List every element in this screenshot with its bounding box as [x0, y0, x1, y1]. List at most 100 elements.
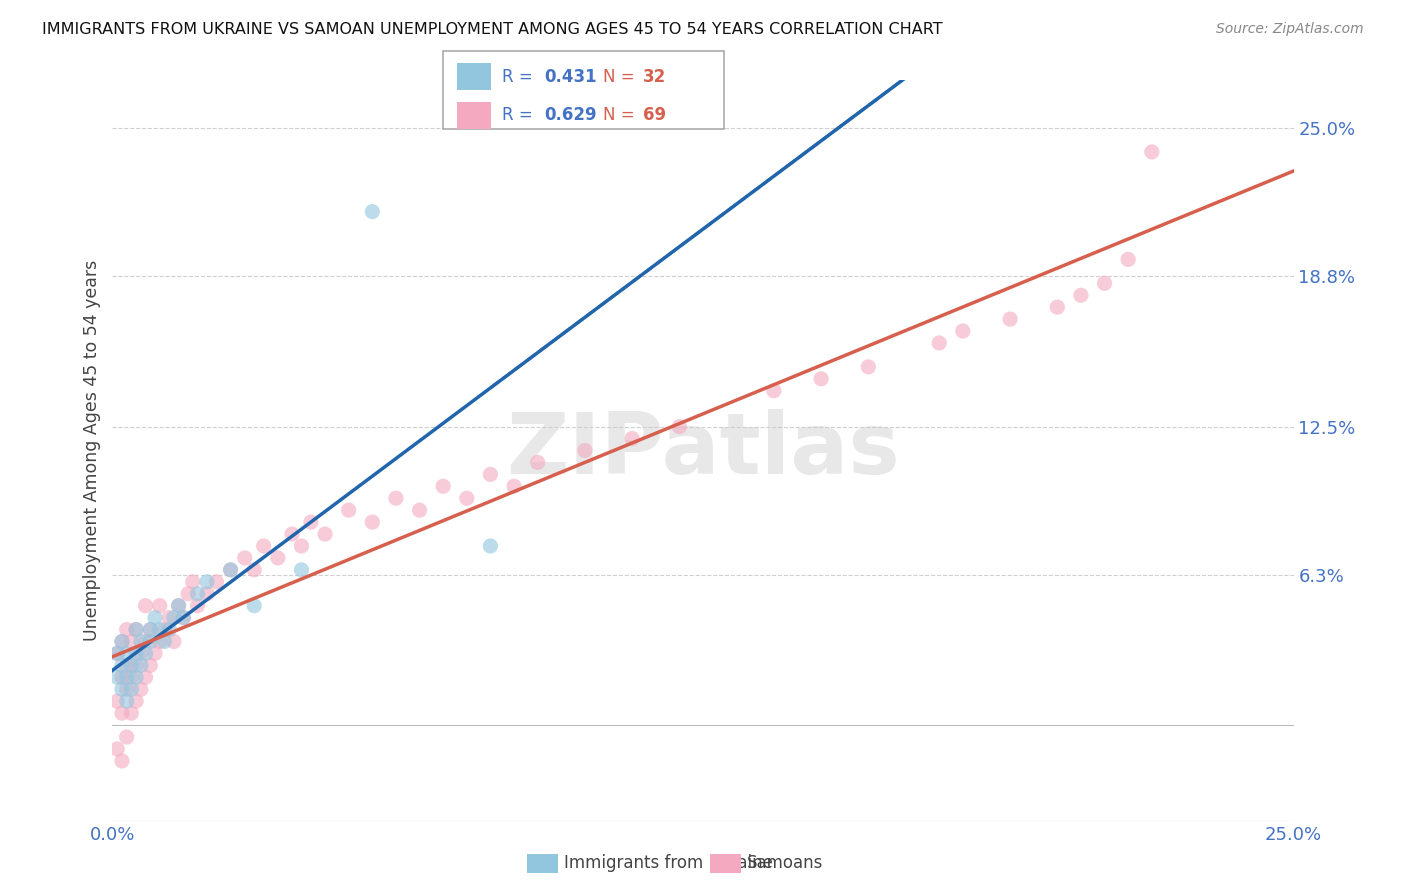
Point	[105, 694, 128, 708]
Point	[1094, 277, 1116, 291]
Point	[456, 491, 478, 506]
Point	[120, 658, 142, 673]
Text: 69: 69	[643, 106, 665, 124]
Point	[125, 623, 148, 637]
Point	[135, 670, 157, 684]
Point	[408, 503, 430, 517]
Point	[139, 623, 162, 637]
Point	[668, 419, 690, 434]
Point	[219, 563, 242, 577]
Point	[1140, 145, 1163, 159]
Point	[290, 563, 312, 577]
Point	[139, 658, 162, 673]
Point	[125, 694, 148, 708]
Point	[205, 574, 228, 589]
Text: 32: 32	[643, 68, 666, 86]
Point	[105, 670, 128, 684]
Point	[1116, 252, 1139, 267]
Point	[243, 563, 266, 577]
Point	[111, 682, 134, 697]
Point	[157, 610, 180, 624]
Text: 0.629: 0.629	[544, 106, 596, 124]
Point	[149, 634, 172, 648]
Point	[361, 515, 384, 529]
Point	[111, 634, 134, 648]
Point	[139, 634, 162, 648]
Point	[111, 658, 134, 673]
Point	[290, 539, 312, 553]
Point	[385, 491, 408, 506]
Point	[186, 599, 208, 613]
Point	[157, 623, 180, 637]
Point	[163, 610, 186, 624]
Point	[125, 670, 148, 684]
Point	[361, 204, 384, 219]
Point	[219, 563, 242, 577]
Point	[129, 658, 152, 673]
Point	[115, 670, 138, 684]
Point	[172, 610, 194, 624]
Point	[952, 324, 974, 338]
Point	[120, 634, 142, 648]
Point	[267, 550, 290, 565]
Point	[177, 587, 200, 601]
Point	[233, 550, 256, 565]
Point	[111, 706, 134, 721]
Point	[762, 384, 785, 398]
Point	[195, 574, 218, 589]
Point	[153, 623, 176, 637]
Point	[281, 527, 304, 541]
Point	[120, 682, 142, 697]
Point	[115, 730, 138, 744]
Point	[503, 479, 526, 493]
Point	[129, 682, 152, 697]
Point	[253, 539, 276, 553]
Point	[810, 372, 832, 386]
Point	[479, 539, 502, 553]
Text: IMMIGRANTS FROM UKRAINE VS SAMOAN UNEMPLOYMENT AMONG AGES 45 TO 54 YEARS CORRELA: IMMIGRANTS FROM UKRAINE VS SAMOAN UNEMPL…	[42, 22, 943, 37]
Point	[111, 634, 134, 648]
Point	[143, 610, 166, 624]
Point	[125, 647, 148, 661]
Text: 0.431: 0.431	[544, 68, 596, 86]
Point	[163, 634, 186, 648]
Point	[120, 706, 142, 721]
Point	[299, 515, 322, 529]
Text: N =: N =	[603, 68, 640, 86]
Point	[120, 670, 142, 684]
Point	[1070, 288, 1092, 302]
Point	[115, 647, 138, 661]
Point	[621, 432, 644, 446]
Point	[125, 623, 148, 637]
Text: Samoans: Samoans	[747, 855, 823, 872]
Point	[129, 634, 152, 648]
Point	[105, 647, 128, 661]
Point	[115, 694, 138, 708]
Text: Immigrants from Ukraine: Immigrants from Ukraine	[564, 855, 773, 872]
Point	[186, 587, 208, 601]
Point	[111, 670, 134, 684]
Point	[167, 599, 190, 613]
Point	[181, 574, 204, 589]
Point	[111, 754, 134, 768]
Text: ZIPatlas: ZIPatlas	[506, 409, 900, 492]
Point	[172, 610, 194, 624]
Point	[479, 467, 502, 482]
Point	[139, 623, 162, 637]
Point	[432, 479, 454, 493]
Point	[526, 455, 548, 469]
Text: R =: R =	[502, 106, 538, 124]
Point	[129, 647, 152, 661]
Y-axis label: Unemployment Among Ages 45 to 54 years: Unemployment Among Ages 45 to 54 years	[83, 260, 101, 641]
Point	[314, 527, 336, 541]
Point	[115, 623, 138, 637]
Point	[105, 742, 128, 756]
Point	[135, 634, 157, 648]
Text: Source: ZipAtlas.com: Source: ZipAtlas.com	[1216, 22, 1364, 37]
Point	[105, 647, 128, 661]
Point	[135, 647, 157, 661]
Point	[195, 587, 218, 601]
Point	[337, 503, 360, 517]
Point	[1046, 300, 1069, 314]
Point	[115, 682, 138, 697]
